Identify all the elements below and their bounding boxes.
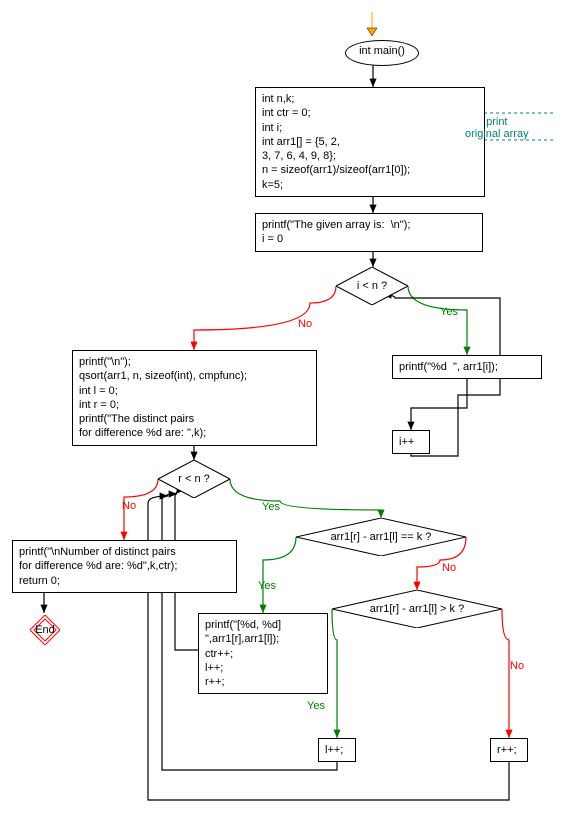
terminal-label: int main() [359,45,405,57]
process-sort: printf("\n"); qsort(arr1, n, sizeof(int)… [72,350,317,446]
decision-diff_gt: arr1[r] - arr1[l] > k ? [332,590,502,628]
edge-label: No [298,318,312,330]
process-text: i++ [399,436,414,448]
process-text: int n,k; int ctr = 0; int i; int arr1[] … [262,93,410,191]
decision-cond_i: i < n ? [336,267,408,305]
process-i_inc: i++ [392,430,430,454]
process-r_inc: r++; [490,738,528,762]
decision-text: arr1[r] - arr1[l] == k ? [331,531,432,543]
edge-label: No [442,562,456,574]
process-print_arr: printf("%d ", arr1[i]); [392,355,542,379]
end-node: End [30,615,60,645]
process-text: printf("[%d, %d] ",arr1[r],arr1[l]); ctr… [205,619,281,688]
decision-cond_r: r < n ? [158,460,230,498]
process-decl: int n,k; int ctr = 0; int i; int arr1[] … [255,87,485,197]
edge-label: No [510,660,524,672]
process-result: printf("\nNumber of distinct pairs for d… [12,540,237,593]
decision-text: i < n ? [357,280,387,292]
process-text: l++; [325,744,343,756]
edge-label: Yes [440,306,458,318]
annotation-line1: print [465,116,529,128]
process-text: printf("%d ", arr1[i]); [399,361,498,373]
process-print1: printf("The given array is: \n"); i = 0 [255,213,483,252]
process-text: printf("\n"); qsort(arr1, n, sizeof(int)… [79,356,247,439]
process-l_inc: l++; [318,738,356,762]
end-label: End [35,624,55,636]
annotation-print-original-array: printoriginal array [465,116,529,140]
decision-text: r < n ? [178,473,210,485]
process-text: r++; [497,744,517,756]
edge-label: Yes [262,501,280,513]
edge-label: Yes [258,580,276,592]
decision-text: arr1[r] - arr1[l] > k ? [370,603,464,615]
annotation-line2: original array [465,128,529,140]
terminal-main: int main() [345,40,419,66]
decision-diff_eq: arr1[r] - arr1[l] == k ? [296,518,466,556]
edge-label: Yes [307,700,325,712]
edge-label: No [122,500,136,512]
process-text: printf("The given array is: \n"); i = 0 [262,219,410,245]
process-match: printf("[%d, %d] ",arr1[r],arr1[l]); ctr… [198,613,328,694]
process-text: printf("\nNumber of distinct pairs for d… [19,546,177,587]
